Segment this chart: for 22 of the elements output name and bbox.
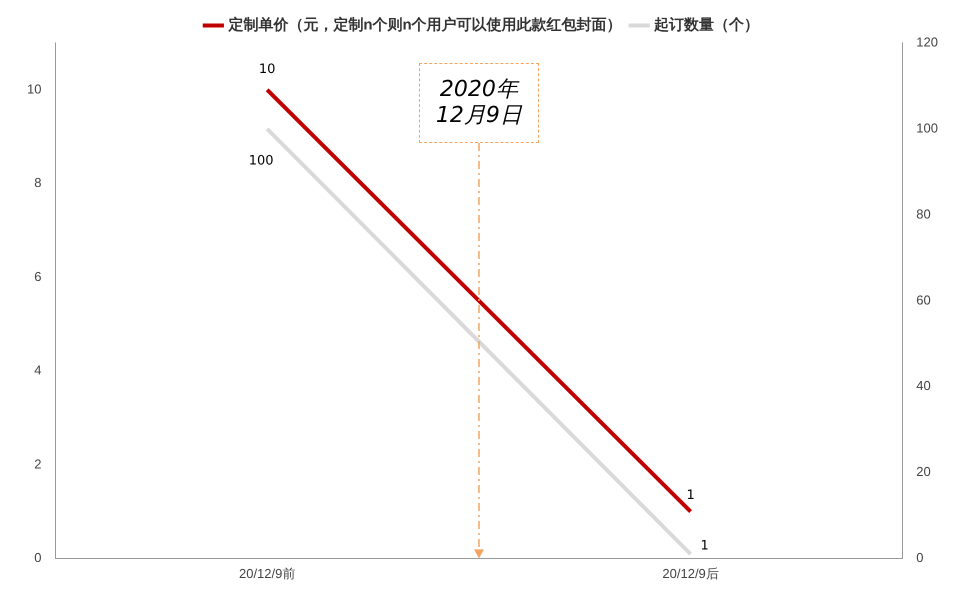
x-tick-label: 20/12/9后 (662, 566, 719, 581)
y-tick-label: 4 (34, 362, 42, 378)
y2-tick-label: 20 (916, 464, 931, 480)
y-tick-label: 8 (34, 175, 42, 190)
data-label: 100 (248, 153, 274, 168)
data-label: 10 (258, 62, 276, 78)
y2-tick-label: 100 (916, 120, 938, 136)
y2-tick-label: 80 (916, 206, 931, 222)
data-label: 1 (686, 488, 695, 503)
legend-label: 起订数量（个） (653, 16, 760, 34)
y-tick-label: 6 (34, 268, 42, 284)
y2-tick-label: 40 (916, 378, 931, 394)
y-tick-label: 10 (26, 81, 42, 96)
y2-tick-label: 60 (916, 292, 931, 308)
annotation: 2020年 12月9日 (418, 63, 539, 143)
data-label: 1 (700, 538, 709, 554)
x-tick-label: 20/12/9前 (238, 566, 296, 581)
y-tick-label: 0 (34, 550, 42, 565)
legend-label: 定制单价（元，定制n个则n个用户可以使用此款红包封面） (227, 16, 622, 34)
y2-tick-label: 120 (916, 34, 938, 50)
y2-tick-label: 0 (916, 550, 924, 565)
y-tick-label: 2 (34, 456, 42, 472)
